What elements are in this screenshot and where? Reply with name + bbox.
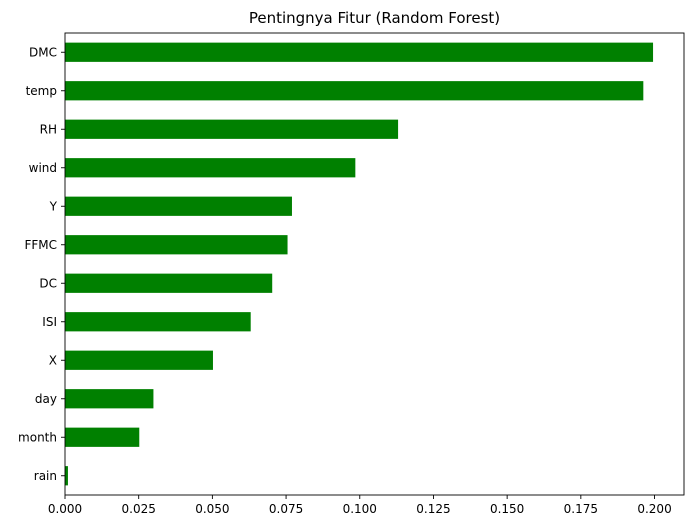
y-tick-label: RH [40, 122, 57, 136]
bar-RH [65, 119, 399, 139]
bar-rain [65, 466, 68, 486]
bar-temp [65, 81, 644, 101]
x-tick-label: 0.100 [343, 502, 377, 516]
bar-DC [65, 273, 273, 293]
y-tick-label: ISI [42, 315, 57, 329]
x-axis-ticks: 0.000 0.025 0.050 0.075 0.100 0.125 0.150 0.175… [48, 495, 672, 516]
bar-month [65, 427, 140, 447]
x-tick-label: 0.025 [122, 502, 156, 516]
x-tick-label: 0.175 [564, 502, 598, 516]
bar-day [65, 389, 154, 409]
plot-frame [64, 32, 685, 496]
y-tick-label: temp [26, 84, 57, 98]
chart-title: Pentingnya Fitur (Random Forest) [249, 9, 500, 27]
x-tick-label: 0.075 [269, 502, 303, 516]
bar-FFMC [65, 235, 288, 255]
bars-group [65, 42, 654, 486]
x-tick-label: 0.150 [490, 502, 524, 516]
y-tick-label: day [35, 392, 57, 406]
bar-DMC [65, 42, 654, 62]
y-tick-label: DC [39, 276, 57, 290]
bar-ISI [65, 312, 251, 332]
y-tick-label: X [49, 353, 57, 367]
x-tick-label: 0.000 [48, 502, 82, 516]
y-tick-label: Y [49, 199, 58, 213]
x-tick-label: 0.125 [416, 502, 450, 516]
bar-Y [65, 196, 292, 216]
bar-X [65, 350, 213, 370]
y-tick-label: month [18, 430, 57, 444]
y-tick-label: DMC [29, 45, 57, 59]
y-tick-label: FFMC [24, 238, 57, 252]
y-tick-label: rain [34, 469, 57, 483]
x-tick-label: 0.200 [637, 502, 671, 516]
x-tick-label: 0.050 [195, 502, 229, 516]
bar-wind [65, 158, 356, 178]
y-tick-label: wind [29, 161, 57, 175]
